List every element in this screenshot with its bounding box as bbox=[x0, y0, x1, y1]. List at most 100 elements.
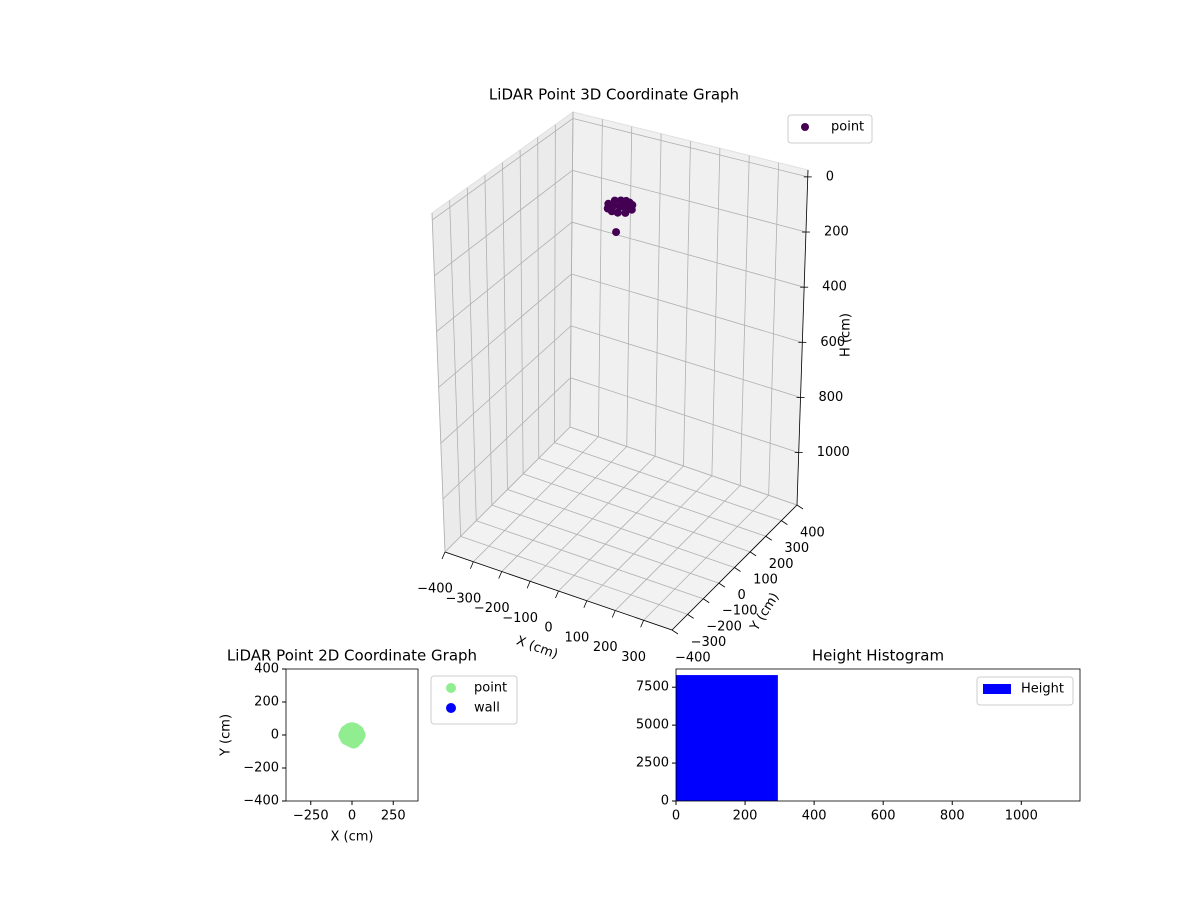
grid-line bbox=[570, 325, 801, 398]
grid-line bbox=[683, 140, 691, 467]
y-axis-label: Y (cm) bbox=[219, 714, 234, 757]
x-tick-label: 800 bbox=[940, 809, 965, 824]
grid-line bbox=[597, 119, 603, 437]
grid-line bbox=[502, 162, 508, 490]
x-tick-label: 600 bbox=[871, 809, 896, 824]
grid-line bbox=[569, 426, 798, 506]
y-tick-label: 400 bbox=[800, 526, 825, 541]
x-tick bbox=[470, 561, 474, 569]
y-tick bbox=[703, 598, 710, 604]
point bbox=[612, 228, 621, 237]
x-axis bbox=[444, 551, 673, 631]
x-tick bbox=[498, 571, 503, 579]
grid-line bbox=[571, 221, 805, 288]
x-tick-label: −300 bbox=[446, 591, 482, 606]
point bbox=[346, 734, 361, 749]
x-tick-label: 0 bbox=[348, 809, 356, 824]
legend-label: Height bbox=[1021, 682, 1064, 697]
chart-title: Height Histogram bbox=[812, 647, 944, 665]
legend-marker bbox=[446, 703, 456, 713]
x-tick-label: 400 bbox=[802, 809, 827, 824]
x-tick-label: −400 bbox=[417, 582, 453, 597]
x-tick bbox=[441, 551, 446, 560]
y-tick-label: 200 bbox=[769, 557, 794, 572]
y-tick-label: 0 bbox=[661, 794, 669, 809]
y-tick bbox=[718, 582, 726, 588]
chart-title: LiDAR Point 3D Coordinate Graph bbox=[489, 86, 739, 104]
grid-line bbox=[553, 124, 556, 443]
y-tick bbox=[734, 567, 741, 572]
x-tick bbox=[583, 600, 588, 608]
z-axis bbox=[796, 169, 809, 506]
chart-title: LiDAR Point 2D Coordinate Graph bbox=[227, 647, 477, 665]
y-tick-label: −200 bbox=[243, 761, 279, 776]
y-tick-label: −200 bbox=[706, 619, 742, 634]
y-tick-label: 200 bbox=[254, 695, 279, 710]
grid-line bbox=[711, 148, 721, 476]
grid-line bbox=[434, 170, 573, 277]
grid-line bbox=[626, 126, 633, 447]
y-axis bbox=[671, 504, 798, 631]
x-tick-label: 100 bbox=[564, 630, 589, 645]
y-tick bbox=[749, 551, 757, 557]
z-axis-label: H (cm) bbox=[839, 313, 854, 357]
x-tick-label: −250 bbox=[293, 809, 329, 824]
x-axis-label: X (cm) bbox=[331, 830, 374, 845]
y-tick-label: 400 bbox=[254, 662, 279, 677]
grid-line bbox=[466, 187, 477, 521]
x-tick-label: −200 bbox=[474, 601, 510, 616]
z-tick-label: 400 bbox=[822, 280, 847, 295]
y-tick bbox=[765, 535, 772, 541]
plot-frame bbox=[675, 668, 1081, 802]
grid-line bbox=[570, 377, 799, 453]
z-tick-label: 800 bbox=[819, 390, 844, 405]
y-tick bbox=[687, 614, 694, 619]
grid-line bbox=[438, 273, 572, 388]
x-tick-label: 0 bbox=[672, 809, 680, 824]
grid-line bbox=[491, 504, 720, 584]
z-tick-label: 600 bbox=[820, 335, 845, 350]
x-tick-label: 0 bbox=[544, 621, 552, 636]
x-tick-label: 250 bbox=[381, 809, 406, 824]
x-tick-label: 200 bbox=[733, 809, 758, 824]
y-tick bbox=[796, 504, 804, 510]
grid-line bbox=[484, 175, 493, 506]
x-tick-label: 300 bbox=[621, 650, 646, 665]
grid-line bbox=[538, 457, 766, 537]
y-tick bbox=[781, 520, 788, 525]
grid-line bbox=[476, 520, 704, 600]
legend-label: point bbox=[831, 120, 864, 135]
legend-label: wall bbox=[474, 701, 500, 716]
point bbox=[621, 208, 630, 217]
y-tick-label: 5000 bbox=[636, 718, 669, 733]
bar bbox=[676, 675, 778, 801]
grid-line bbox=[449, 200, 462, 537]
point bbox=[627, 205, 636, 214]
z-tick-label: 1000 bbox=[817, 445, 850, 460]
grid-line bbox=[522, 473, 751, 553]
y-tick-label: 2500 bbox=[636, 756, 669, 771]
grid-line bbox=[572, 118, 808, 178]
grid-line bbox=[654, 133, 662, 457]
y-tick-label: 7500 bbox=[636, 680, 669, 695]
y-tick-label: −400 bbox=[675, 651, 711, 666]
x-tick bbox=[611, 610, 616, 618]
grid-line bbox=[572, 169, 807, 233]
point bbox=[617, 200, 626, 209]
grid-line bbox=[460, 535, 688, 615]
grid-line bbox=[442, 377, 571, 500]
legend-swatch bbox=[983, 684, 1011, 694]
grid-line bbox=[519, 149, 524, 474]
grid-line bbox=[432, 118, 574, 221]
grid-line bbox=[554, 442, 782, 522]
x-tick-label: 200 bbox=[593, 640, 618, 655]
point bbox=[613, 208, 622, 217]
x-tick-label: −100 bbox=[502, 611, 538, 626]
y-tick bbox=[671, 629, 679, 635]
z-tick-label: 0 bbox=[826, 169, 834, 184]
y-tick-label: 100 bbox=[753, 572, 778, 587]
x-tick bbox=[555, 590, 559, 599]
y-tick-label: −100 bbox=[722, 604, 758, 619]
y-tick-label: −400 bbox=[243, 794, 279, 809]
grid-line bbox=[431, 212, 446, 553]
